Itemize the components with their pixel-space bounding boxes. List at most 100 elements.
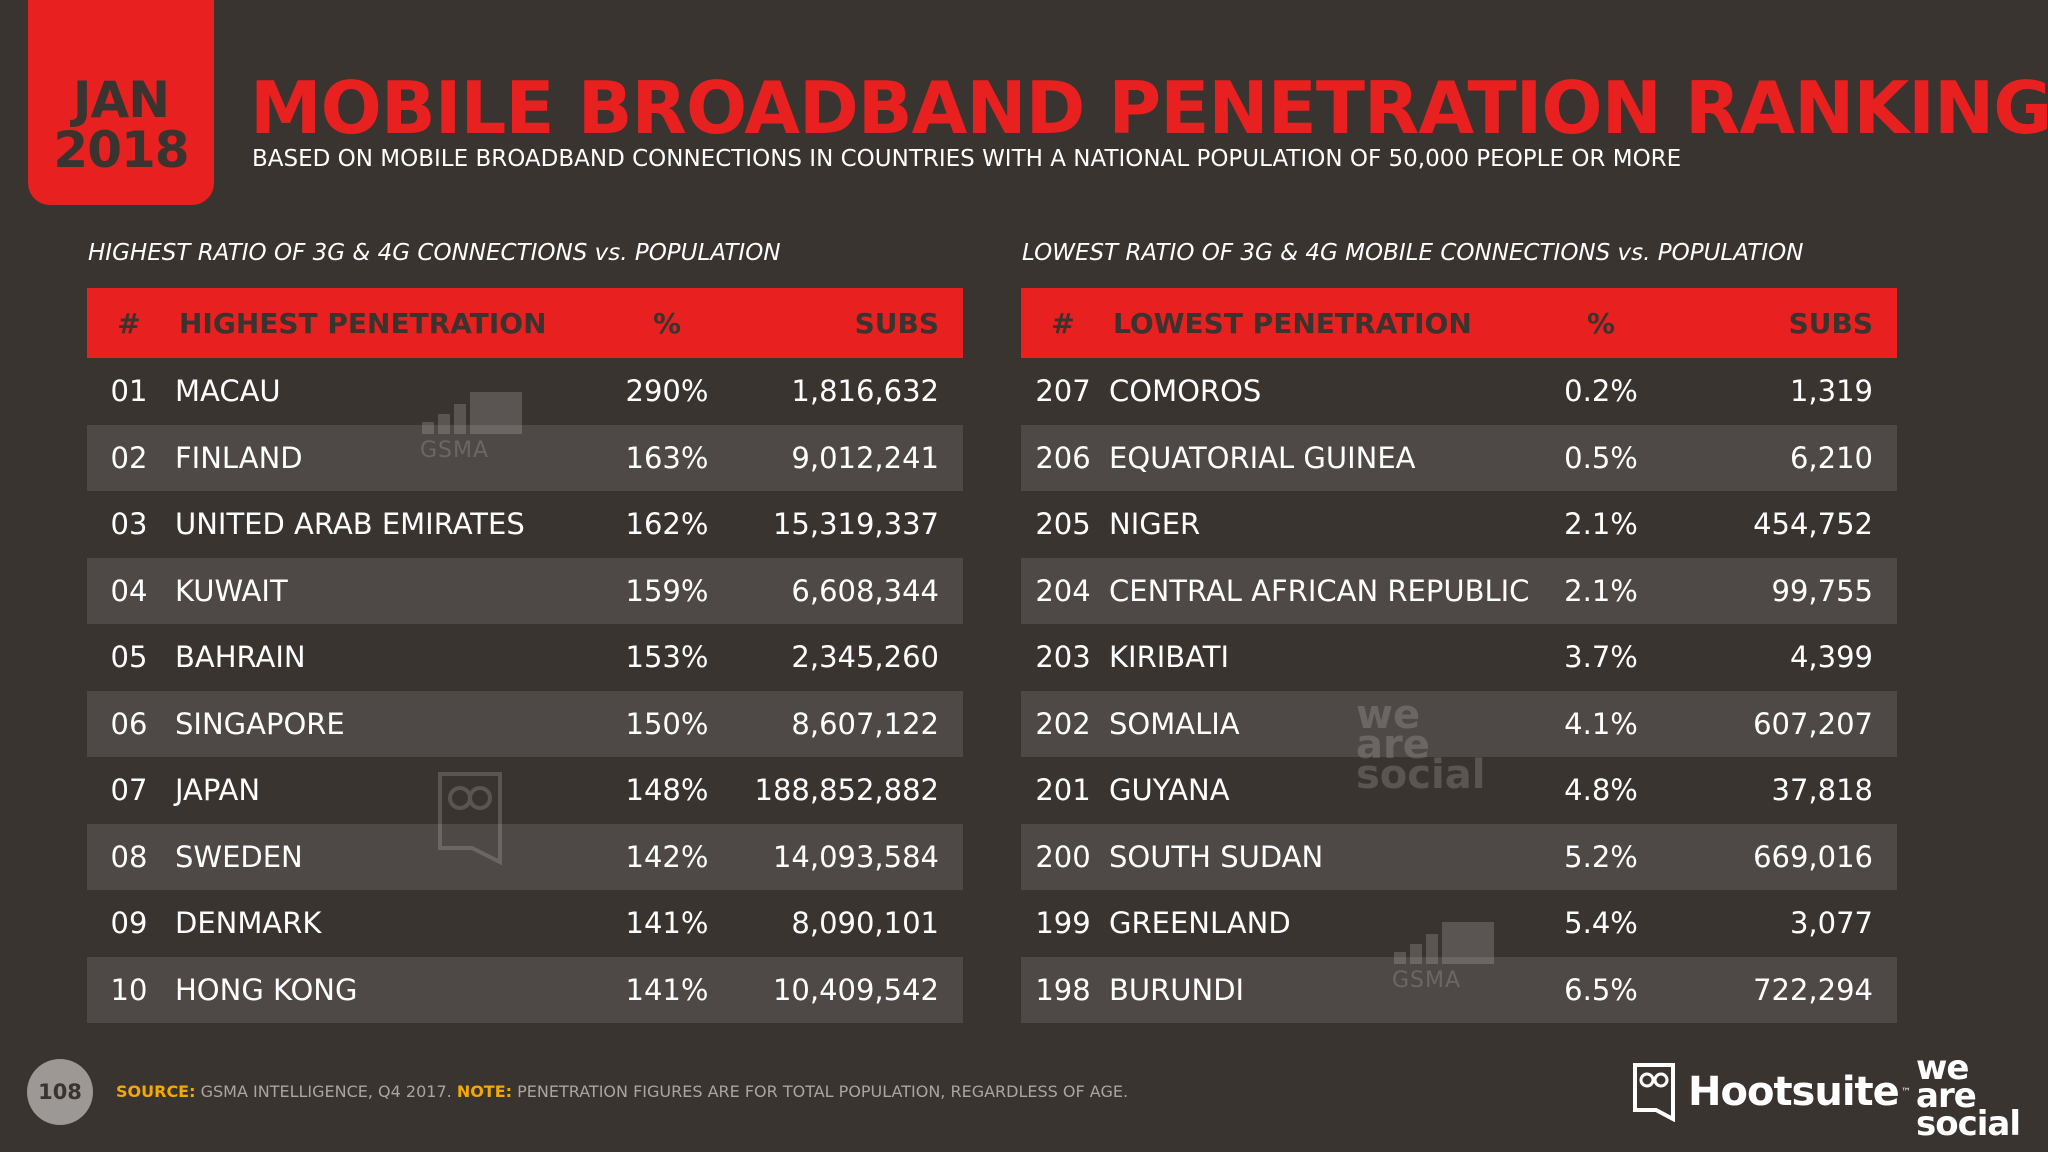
note-text: PENETRATION FIGURES ARE FOR TOTAL POPULA…	[517, 1082, 1129, 1101]
rank-cell: 09	[110, 906, 148, 941]
hootsuite-wordmark: Hootsuite	[1688, 1069, 1900, 1115]
rank-cell: 06	[110, 706, 148, 741]
source-text: GSMA INTELLIGENCE, Q4 2017.	[200, 1082, 452, 1101]
percent-cell: 2.1%	[1564, 573, 1638, 608]
country-cell: BURUNDI	[1109, 972, 1245, 1007]
country-cell: FINLAND	[175, 440, 303, 475]
subs-cell: 9,012,241	[791, 440, 939, 475]
rank-cell: 199	[1035, 906, 1091, 941]
hootsuite-owl-icon	[1633, 1063, 1675, 1122]
watermark-social: social	[1356, 752, 1486, 798]
percent-cell: 4.1%	[1564, 706, 1638, 741]
source-label: SOURCE:	[116, 1082, 196, 1101]
country-cell: JAPAN	[175, 773, 261, 808]
percent-cell: 5.2%	[1564, 839, 1638, 874]
header-rank: #	[117, 306, 141, 340]
hootsuite-tm: ™	[1900, 1086, 1911, 1098]
rank-cell: 205	[1035, 507, 1091, 542]
right-section-heading: LOWEST RATIO OF 3G & 4G MOBILE CONNECTIO…	[1022, 240, 1804, 266]
hootsuite-logo: Hootsuite ™	[1632, 1062, 1911, 1122]
page-number-badge: 108	[27, 1059, 93, 1125]
owl-watermark-icon	[436, 770, 504, 870]
table-row: 203 KIRIBATI 3.7% 4,399	[1021, 624, 1897, 691]
watermark-we: we	[1356, 692, 1421, 738]
logo-we: we	[1916, 1048, 1969, 1088]
percent-cell: 162%	[625, 507, 709, 542]
table-row: 07 JAPAN 148% 188,852,882	[87, 757, 963, 824]
header-subs: SUBS	[854, 306, 939, 340]
table-row: 04 KUWAIT 159% 6,608,344	[87, 557, 963, 624]
rank-cell: 01	[110, 374, 148, 409]
subs-cell: 454,752	[1753, 507, 1873, 542]
header-subs: SUBS	[1788, 306, 1873, 340]
country-cell: KUWAIT	[175, 573, 288, 608]
subs-cell: 6,608,344	[791, 573, 939, 608]
subs-cell: 15,319,337	[772, 507, 939, 542]
header-pct: %	[652, 306, 682, 340]
gsma-watermark-text: GSMA	[1392, 968, 1462, 993]
percent-cell: 163%	[625, 440, 709, 475]
subs-cell: 607,207	[1753, 706, 1873, 741]
table-header: # LOWEST PENETRATION % SUBS	[1021, 288, 1897, 358]
percent-cell: 6.5%	[1564, 972, 1638, 1007]
footer-source: SOURCE: GSMA INTELLIGENCE, Q4 2017. NOTE…	[116, 1082, 1128, 1101]
country-cell: SWEDEN	[175, 839, 303, 874]
subs-cell: 99,755	[1771, 573, 1873, 608]
gsma-bars-icon	[422, 392, 522, 434]
country-cell: EQUATORIAL GUINEA	[1109, 440, 1416, 475]
highest-penetration-table: # HIGHEST PENETRATION % SUBS 01 MACAU 290%…	[87, 288, 963, 1023]
percent-cell: 3.7%	[1564, 640, 1638, 675]
subs-cell: 6,210	[1789, 440, 1873, 475]
gsma-bars-icon	[1394, 922, 1494, 964]
subs-cell: 669,016	[1753, 839, 1873, 874]
country-cell: COMOROS	[1109, 374, 1262, 409]
table-row: 205 NIGER 2.1% 454,752	[1021, 491, 1897, 558]
table-row: 03 UNITED ARAB EMIRATES 162% 15,319,337	[87, 491, 963, 558]
country-cell: MACAU	[175, 374, 281, 409]
table-row: 09 DENMARK 141% 8,090,101	[87, 890, 963, 957]
watermark-are: are	[1356, 722, 1430, 768]
subs-cell: 8,090,101	[791, 906, 939, 941]
header-name: HIGHEST PENETRATION	[179, 306, 547, 340]
table-row: 06 SINGAPORE 150% 8,607,122	[87, 690, 963, 757]
subs-cell: 2,345,260	[791, 640, 939, 675]
logo-are: are	[1916, 1076, 1977, 1116]
subs-cell: 8,607,122	[791, 706, 939, 741]
header-pct: %	[1586, 306, 1616, 340]
table-row: 201 GUYANA 4.8% 37,818	[1021, 757, 1897, 824]
table-row: 207 COMOROS 0.2% 1,319	[1021, 358, 1897, 425]
rank-cell: 10	[110, 972, 148, 1007]
country-cell: UNITED ARAB EMIRATES	[175, 507, 525, 542]
percent-cell: 153%	[625, 640, 709, 675]
table-row: 08 SWEDEN 142% 14,093,584	[87, 823, 963, 890]
rank-cell: 04	[110, 573, 148, 608]
country-cell: BAHRAIN	[175, 640, 306, 675]
table-row: 05 BAHRAIN 153% 2,345,260	[87, 624, 963, 691]
table-row: 198 BURUNDI 6.5% 722,294	[1021, 956, 1897, 1023]
lowest-penetration-table: # LOWEST PENETRATION % SUBS 207 COMOROS 0.…	[1021, 288, 1897, 1023]
country-cell: CENTRAL AFRICAN REPUBLIC	[1109, 573, 1530, 608]
table-row: 200 SOUTH SUDAN 5.2% 669,016	[1021, 823, 1897, 890]
country-cell: SINGAPORE	[175, 706, 345, 741]
rank-cell: 198	[1035, 972, 1091, 1007]
we-are-social-watermark: we are social	[1356, 692, 1486, 798]
table-header: # HIGHEST PENETRATION % SUBS	[87, 288, 963, 358]
percent-cell: 148%	[625, 773, 709, 808]
subs-cell: 188,852,882	[754, 773, 940, 808]
date-badge: JAN 2018	[28, 0, 214, 205]
header-rank: #	[1051, 306, 1075, 340]
country-cell: GREENLAND	[1109, 906, 1291, 941]
we-are-social-logo: we are social	[1916, 1048, 2021, 1144]
page-subtitle: BASED ON MOBILE BROADBAND CONNECTIONS IN…	[252, 146, 1682, 172]
rank-cell: 206	[1035, 440, 1091, 475]
table-row: 202 SOMALIA 4.1% 607,207	[1021, 690, 1897, 757]
rank-cell: 201	[1035, 773, 1091, 808]
table-row: 199 GREENLAND 5.4% 3,077	[1021, 890, 1897, 957]
country-cell: DENMARK	[175, 906, 322, 941]
percent-cell: 0.5%	[1564, 440, 1638, 475]
percent-cell: 159%	[625, 573, 709, 608]
percent-cell: 141%	[625, 972, 709, 1007]
rank-cell: 202	[1035, 706, 1091, 741]
logo-social: social	[1916, 1104, 2021, 1144]
table-row: 01 MACAU 290% 1,816,632	[87, 358, 963, 425]
